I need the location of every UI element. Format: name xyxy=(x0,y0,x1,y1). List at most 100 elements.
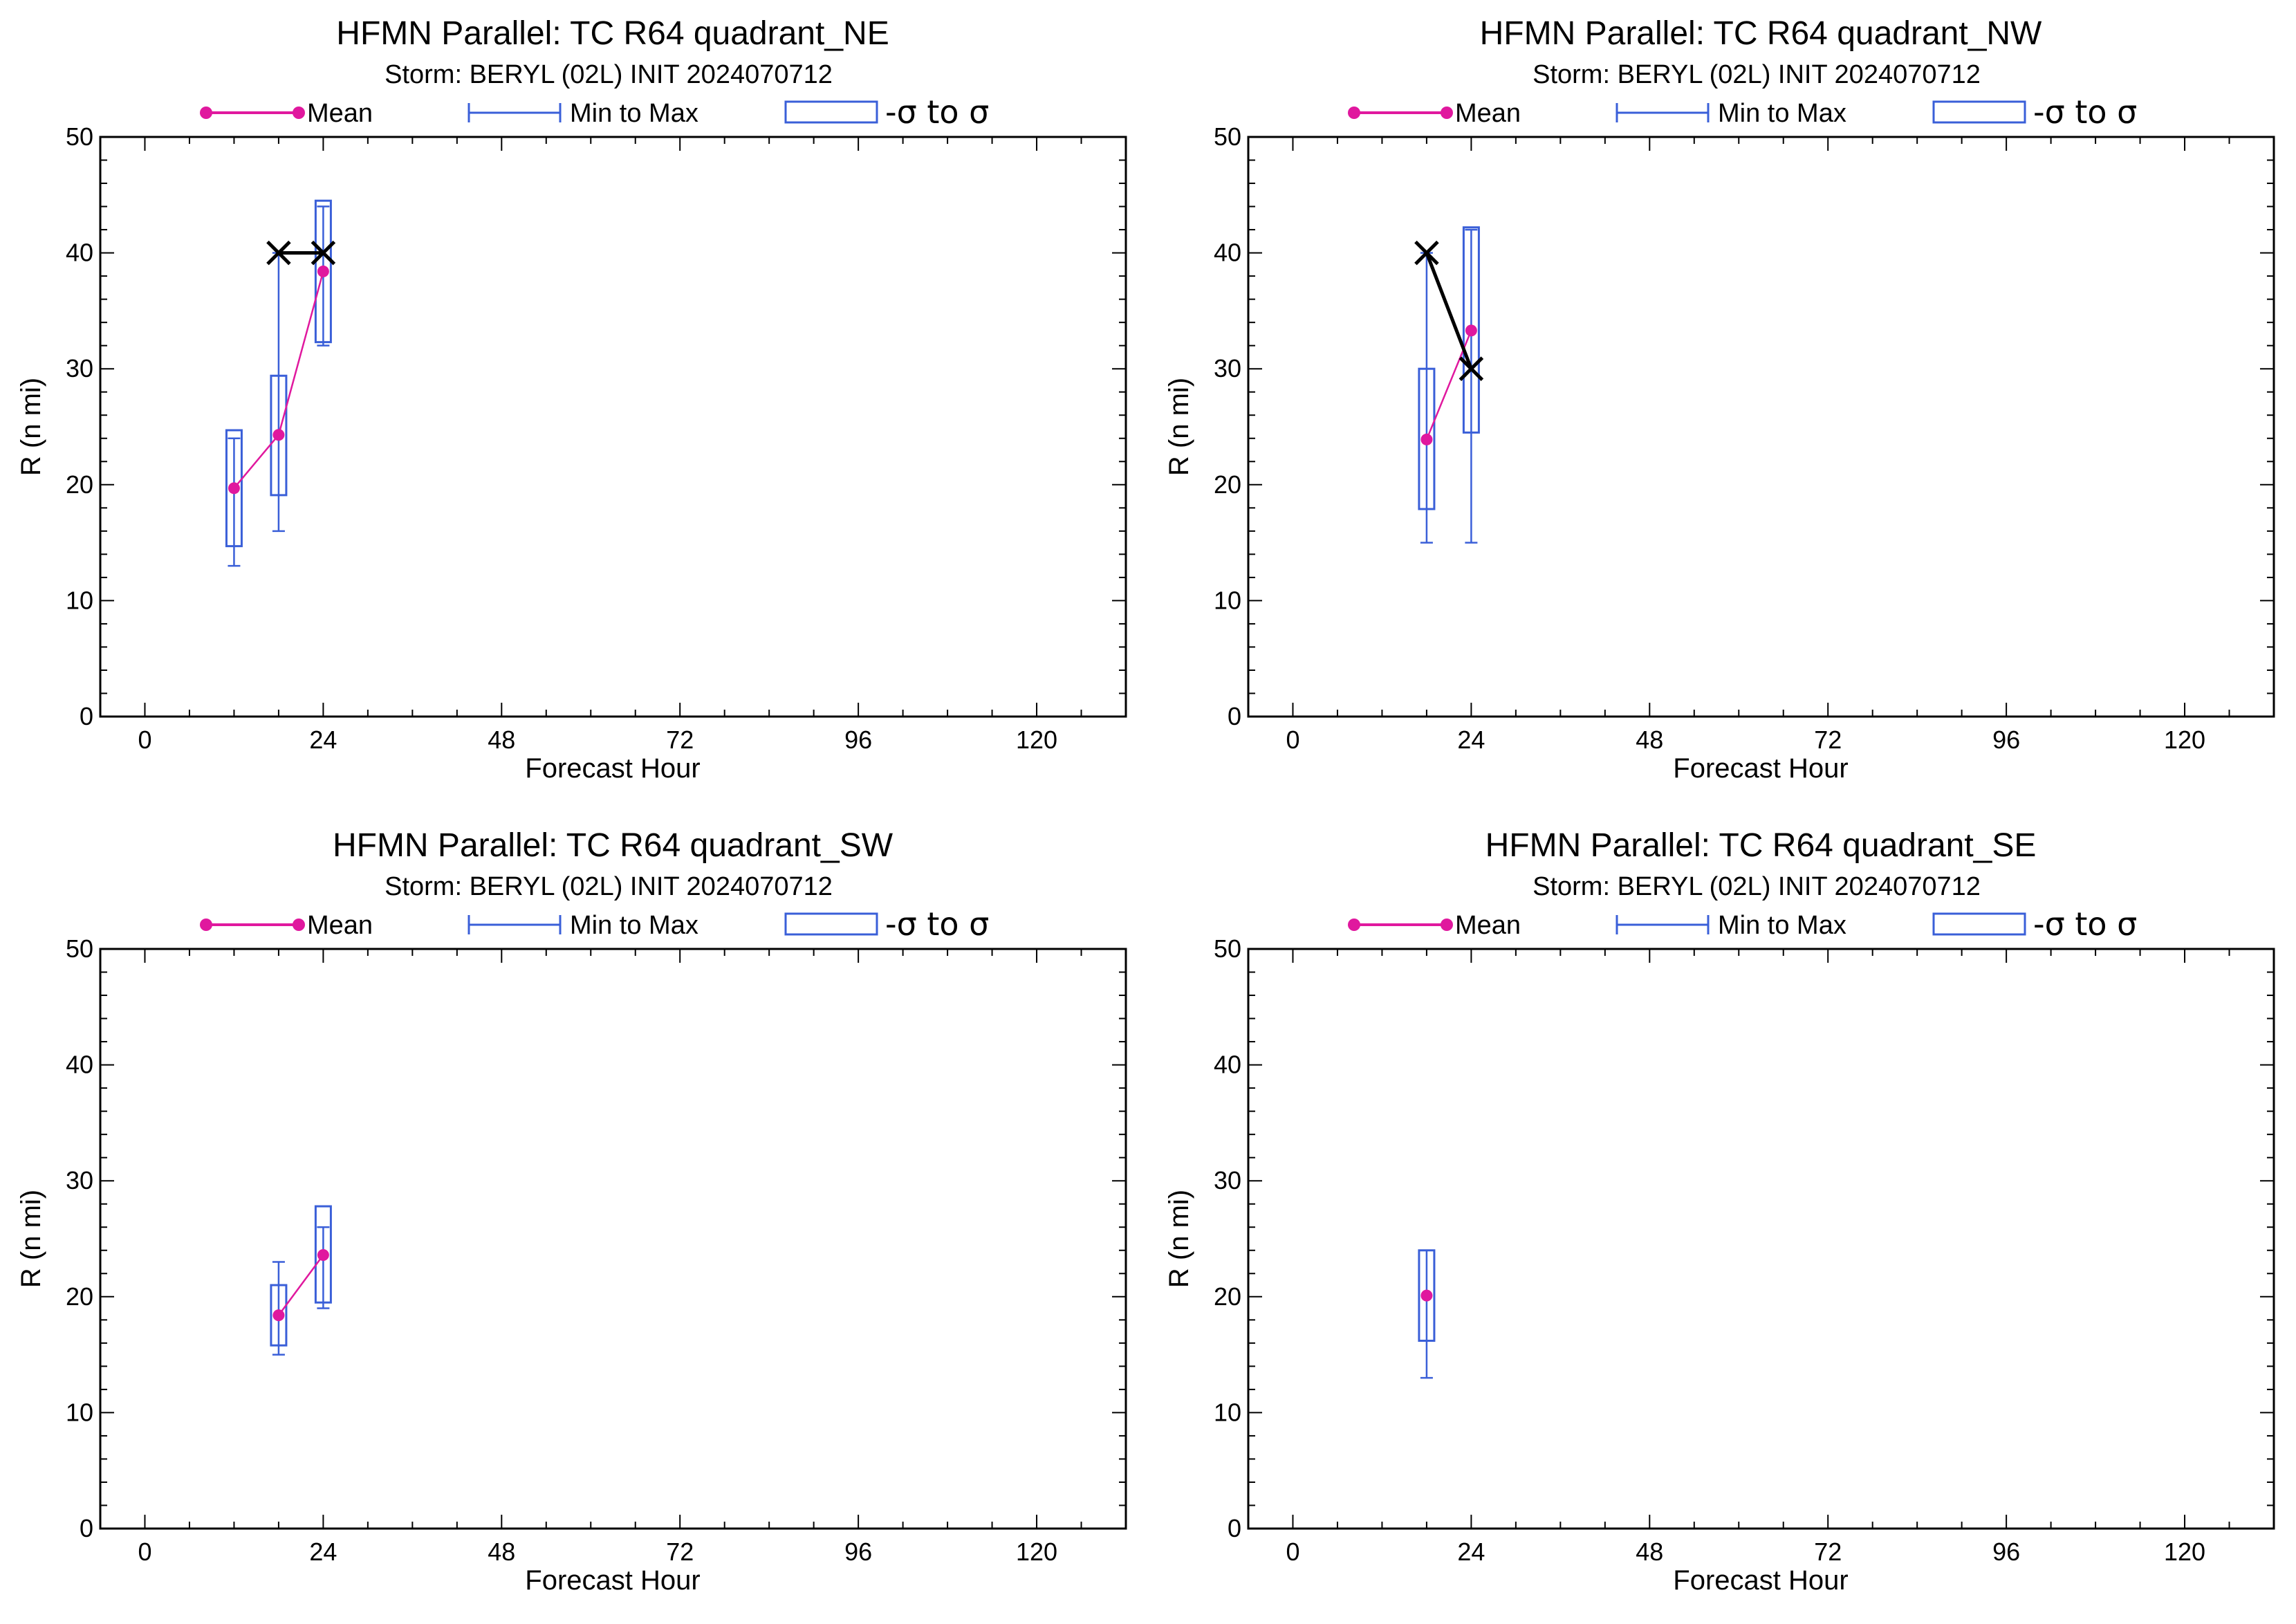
x-tick-label: 72 xyxy=(1814,1538,1842,1566)
y-tick-label: 40 xyxy=(1214,239,1241,267)
mean-point xyxy=(1420,1289,1433,1302)
plot-area xyxy=(1418,1249,1436,1379)
legend-minmax-label: Min to Max xyxy=(570,99,698,128)
y-axis: 0 10 20 30 40 50 xyxy=(66,122,1126,730)
legend: Mean Min to Max -σ to σ xyxy=(1348,93,2137,131)
y-tick-label: 40 xyxy=(66,239,93,267)
y-tick-label: 30 xyxy=(1214,1166,1241,1194)
x-axis: 0 24 48 72 96 120 xyxy=(1248,137,2275,754)
legend-mean-marker xyxy=(200,919,212,931)
observed-line xyxy=(1425,252,1473,370)
y-axis: 0 10 20 30 40 50 xyxy=(1214,122,2274,730)
x-tick-label: 48 xyxy=(488,1538,515,1566)
y-axis-label: R (n mi) xyxy=(1164,378,1194,476)
mean-point xyxy=(317,265,329,277)
legend-mean-label: Mean xyxy=(307,99,373,128)
x-tick-label: 48 xyxy=(1636,726,1663,754)
x-tick-label: 0 xyxy=(1286,726,1299,754)
x-tick-label: 48 xyxy=(1636,1538,1663,1566)
legend-mean-marker xyxy=(1348,107,1360,119)
x-tick-label: 96 xyxy=(1992,1538,2020,1566)
x-tick-label: 24 xyxy=(309,726,337,754)
x-tick-label: 0 xyxy=(1286,1538,1299,1566)
legend-sigma-label: -σ to σ xyxy=(885,905,989,943)
legend-minmax-label: Min to Max xyxy=(1718,99,1846,128)
chart-title: HFMN Parallel: TC R64 quadrant_NE xyxy=(336,15,889,52)
legend-sigma-label: -σ to σ xyxy=(885,93,989,131)
y-tick-label: 0 xyxy=(1228,1514,1241,1542)
legend: Mean Min to Max -σ to σ xyxy=(200,905,989,943)
x-axis: 0 24 48 72 96 120 xyxy=(100,137,1127,754)
legend-sigma-box xyxy=(1932,100,2026,124)
x-axis-label: Forecast Hour xyxy=(1673,753,1848,784)
legend-sigma-box xyxy=(784,912,878,936)
x-tick-label: 96 xyxy=(1992,726,2020,754)
legend-mean-marker xyxy=(1441,107,1453,119)
x-tick-label: 72 xyxy=(666,726,694,754)
x-tick-label: 120 xyxy=(2164,726,2205,754)
panel-se: HFMN Parallel: TC R64 quadrant_SE Storm: … xyxy=(1148,812,2296,1624)
legend: Mean Min to Max -σ to σ xyxy=(1348,905,2137,943)
x-tick-label: 0 xyxy=(138,1538,151,1566)
chart-title: HFMN Parallel: TC R64 quadrant_NW xyxy=(1480,15,2042,52)
panel-ne: HFMN Parallel: TC R64 quadrant_NE Storm: … xyxy=(0,0,1148,812)
y-tick-label: 30 xyxy=(66,1166,93,1194)
legend-mean-marker xyxy=(1441,919,1453,931)
plot-frame xyxy=(1247,136,2275,718)
observed-marker-stroke xyxy=(311,240,336,266)
x-tick-label: 120 xyxy=(1016,1538,1057,1566)
legend-mean-label: Mean xyxy=(1455,911,1521,940)
observed-marker xyxy=(311,240,336,266)
legend-mean-marker xyxy=(293,919,305,931)
legend-minmax-label: Min to Max xyxy=(1718,911,1846,940)
legend-mean-label: Mean xyxy=(1455,99,1521,128)
y-tick-label: 10 xyxy=(66,1398,93,1426)
chart-svg: HFMN Parallel: TC R64 quadrant_NW Storm: … xyxy=(1164,15,2275,784)
y-tick-label: 0 xyxy=(1228,702,1241,730)
y-tick-label: 30 xyxy=(1214,354,1241,382)
plot-frame xyxy=(1247,948,2275,1530)
chart-svg: HFMN Parallel: TC R64 quadrant_SE Storm: … xyxy=(1164,827,2275,1596)
x-tick-label: 120 xyxy=(2164,1538,2205,1566)
mean-line xyxy=(277,1254,324,1316)
y-axis-label: R (n mi) xyxy=(1164,1190,1194,1288)
plot-frame xyxy=(99,948,1127,1530)
y-axis-label: R (n mi) xyxy=(16,378,46,476)
legend-mean-marker xyxy=(293,107,305,119)
x-tick-label: 24 xyxy=(309,1538,337,1566)
y-axis: 0 10 20 30 40 50 xyxy=(1214,934,2274,1542)
legend-mean-label: Mean xyxy=(307,911,373,940)
x-tick-label: 120 xyxy=(1016,726,1057,754)
observed-marker xyxy=(1414,240,1439,266)
mean-point xyxy=(1465,324,1477,337)
y-tick-label: 30 xyxy=(66,354,93,382)
legend-sigma-box xyxy=(1932,912,2026,936)
plot-area xyxy=(225,199,336,567)
x-tick-label: 96 xyxy=(844,1538,872,1566)
plot-frame xyxy=(99,136,1127,718)
observed-marker-stroke xyxy=(1414,240,1439,266)
y-tick-label: 50 xyxy=(1214,934,1241,963)
mean-point xyxy=(228,482,240,495)
chart-svg: HFMN Parallel: TC R64 quadrant_SW Storm: … xyxy=(16,827,1127,1596)
y-tick-label: 50 xyxy=(66,934,93,963)
x-tick-label: 0 xyxy=(138,726,151,754)
observed-marker xyxy=(1459,356,1484,381)
x-tick-label: 24 xyxy=(1457,726,1485,754)
x-tick-label: 24 xyxy=(1457,1538,1485,1566)
legend-minmax-label: Min to Max xyxy=(570,911,698,940)
x-axis-label: Forecast Hour xyxy=(525,1565,700,1596)
x-tick-label: 96 xyxy=(844,726,872,754)
y-tick-label: 20 xyxy=(66,470,93,499)
observed-marker xyxy=(266,240,291,266)
x-axis: 0 24 48 72 96 120 xyxy=(1248,949,2275,1566)
y-tick-label: 40 xyxy=(1214,1051,1241,1079)
x-tick-label: 48 xyxy=(488,726,515,754)
plot-area xyxy=(270,1205,332,1356)
x-tick-label: 72 xyxy=(1814,726,1842,754)
legend-sigma-box xyxy=(784,100,878,124)
y-tick-label: 10 xyxy=(1214,1398,1241,1426)
y-tick-label: 20 xyxy=(1214,470,1241,499)
y-tick-label: 20 xyxy=(1214,1282,1241,1311)
